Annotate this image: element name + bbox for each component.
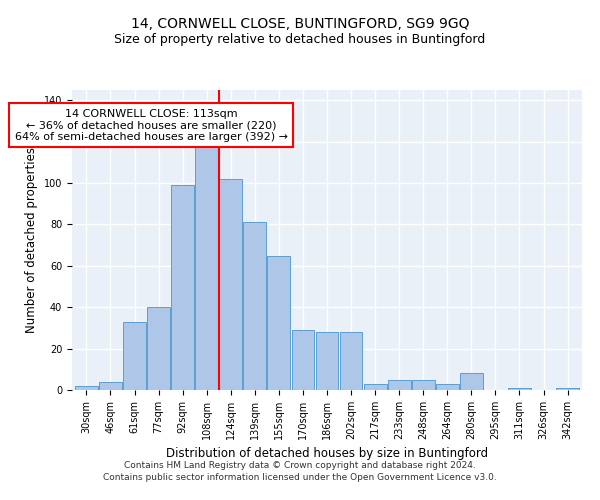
Text: 14, CORNWELL CLOSE, BUNTINGFORD, SG9 9GQ: 14, CORNWELL CLOSE, BUNTINGFORD, SG9 9GQ: [131, 18, 469, 32]
Bar: [147, 307, 170, 390]
Bar: [220, 179, 242, 390]
Bar: [340, 332, 362, 390]
Bar: [75, 386, 98, 390]
Bar: [436, 384, 459, 390]
Text: Contains HM Land Registry data © Crown copyright and database right 2024.
Contai: Contains HM Land Registry data © Crown c…: [103, 461, 497, 482]
Bar: [556, 388, 579, 390]
Bar: [292, 330, 314, 390]
X-axis label: Distribution of detached houses by size in Buntingford: Distribution of detached houses by size …: [166, 448, 488, 460]
Bar: [268, 256, 290, 390]
Bar: [316, 332, 338, 390]
Y-axis label: Number of detached properties: Number of detached properties: [25, 147, 38, 333]
Bar: [195, 146, 218, 390]
Bar: [99, 382, 122, 390]
Bar: [123, 322, 146, 390]
Text: Size of property relative to detached houses in Buntingford: Size of property relative to detached ho…: [115, 32, 485, 46]
Text: 14 CORNWELL CLOSE: 113sqm
← 36% of detached houses are smaller (220)
64% of semi: 14 CORNWELL CLOSE: 113sqm ← 36% of detac…: [15, 108, 288, 142]
Bar: [364, 384, 386, 390]
Bar: [412, 380, 434, 390]
Bar: [388, 380, 410, 390]
Bar: [244, 222, 266, 390]
Bar: [460, 374, 483, 390]
Bar: [171, 185, 194, 390]
Bar: [508, 388, 531, 390]
